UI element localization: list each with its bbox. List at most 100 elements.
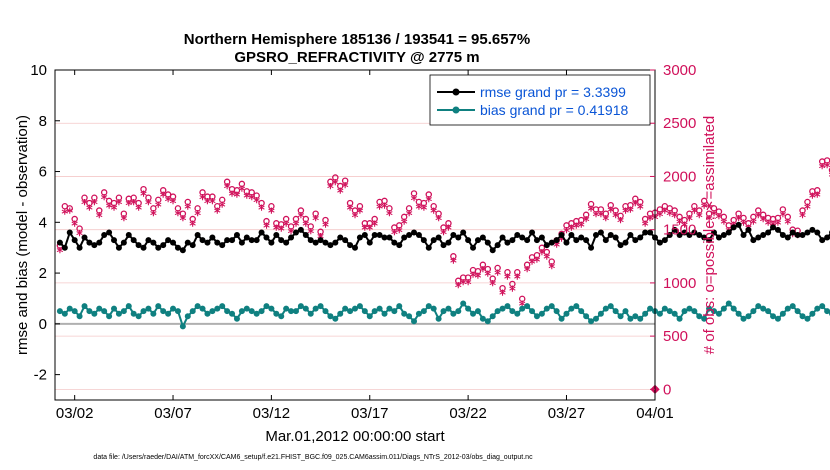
- bias-point: [71, 308, 78, 315]
- rmse-point: [214, 239, 221, 246]
- rmse-point: [140, 244, 147, 251]
- bias-point: [376, 305, 383, 312]
- rmse-point: [735, 221, 742, 228]
- x-tick-label: 03/07: [154, 405, 192, 422]
- rmse-point: [160, 242, 167, 249]
- rmse-point: [671, 226, 678, 233]
- assimilated-obs-point: *: [607, 206, 614, 221]
- rmse-point: [317, 237, 324, 244]
- legend-rmse-marker: [452, 88, 460, 96]
- possible-obs-point: [120, 210, 128, 217]
- assimilated-obs-point: *: [750, 217, 757, 232]
- assimilated-obs-point: *: [671, 211, 678, 226]
- possible-obs-point: [759, 211, 767, 219]
- rmse-point: [258, 229, 265, 236]
- assimilated-obs-point: *: [81, 198, 88, 213]
- assimilated-obs-point: *: [391, 228, 398, 243]
- rmse-point: [96, 239, 103, 246]
- possible-obs-point: [307, 223, 314, 230]
- assimilated-obs-point: *: [194, 209, 201, 224]
- bias-point: [789, 303, 796, 310]
- possible-obs-point: [681, 216, 688, 224]
- bias-point: [415, 310, 422, 317]
- assimilated-obs-point: *: [829, 170, 830, 185]
- bias-point: [420, 308, 427, 315]
- possible-obs-point: [755, 207, 762, 214]
- bias-point: [61, 310, 68, 317]
- rmse-point: [145, 237, 152, 244]
- assimilated-obs-point: *: [819, 162, 826, 177]
- bias-point: [120, 308, 127, 315]
- assimilated-obs-point: *: [248, 193, 255, 208]
- assimilated-obs-point: *: [352, 211, 359, 226]
- bias-point: [361, 308, 368, 315]
- rmse-point: [760, 232, 767, 238]
- bias-point: [307, 310, 314, 317]
- y-left-tick-label: 2: [39, 265, 47, 282]
- assimilated-obs-point: *: [597, 210, 604, 225]
- assimilated-obs-point: *: [283, 219, 290, 234]
- rmse-point: [632, 237, 639, 244]
- possible-obs-point: [76, 225, 83, 232]
- assimilated-obs-point: *: [809, 192, 816, 207]
- bias-point: [435, 315, 442, 322]
- rmse-point: [519, 234, 526, 241]
- bias-point: [312, 305, 319, 312]
- assimilated-obs-point: *: [676, 217, 683, 232]
- assimilated-obs-point: *: [86, 203, 93, 218]
- legend-rmse-label: rmse grand pr = 3.3399: [480, 84, 626, 100]
- assimilated-obs-point: *: [145, 198, 152, 213]
- possible-obs-point: [725, 222, 733, 229]
- possible-obs-point: [582, 211, 590, 219]
- rmse-point: [563, 239, 570, 246]
- assimilated-obs-point: *: [165, 195, 172, 210]
- legend-bias-label: bias grand pr = 0.41918: [480, 102, 628, 118]
- rmse-point: [189, 242, 196, 249]
- assimilated-obs-point: *: [789, 230, 796, 245]
- bias-point: [484, 318, 491, 325]
- assimilated-obs-point: *: [332, 178, 339, 193]
- assimilated-obs-point: *: [484, 269, 491, 284]
- assimilated-obs-point: *: [716, 212, 723, 227]
- bias-point: [366, 313, 373, 320]
- rmse-point: [558, 232, 565, 238]
- possible-obs-point: [641, 215, 649, 223]
- assimilated-obs-point: *: [101, 193, 108, 208]
- assimilated-obs-point: *: [711, 209, 718, 224]
- rmse-point: [514, 232, 521, 238]
- rmse-point: [440, 242, 447, 249]
- assimilated-obs-point: *: [263, 222, 270, 237]
- rmse-point: [617, 242, 624, 249]
- bias-point: [819, 303, 826, 310]
- bias-point: [809, 310, 816, 317]
- possible-obs-point: [440, 224, 447, 231]
- rmse-point: [548, 239, 555, 246]
- assimilated-obs-point: *: [479, 265, 486, 280]
- rmse-point: [86, 239, 93, 246]
- assimilated-obs-point: *: [337, 186, 344, 201]
- assimilated-obs-point: *: [509, 284, 516, 299]
- possible-obs-point: [381, 197, 388, 205]
- assimilated-obs-point: *: [583, 215, 590, 230]
- rmse-point: [701, 234, 708, 241]
- y-left-tick-label: 4: [39, 214, 47, 231]
- possible-obs-point: [450, 253, 457, 260]
- bias-point: [489, 313, 496, 320]
- bias-point: [327, 313, 334, 320]
- assimilated-obs-point: *: [120, 214, 127, 229]
- bias-point: [519, 305, 526, 312]
- assimilated-obs-point: *: [661, 207, 668, 222]
- bias-point: [755, 303, 762, 310]
- bias-point: [209, 308, 216, 315]
- bias-point: [189, 308, 196, 315]
- assimilated-obs-point: *: [445, 224, 452, 239]
- bias-point: [720, 305, 727, 312]
- assimilated-obs-point: *: [627, 206, 634, 221]
- rmse-point: [612, 234, 619, 241]
- possible-obs-point: [218, 196, 226, 204]
- rmse-point: [656, 239, 663, 246]
- bias-point: [706, 305, 713, 312]
- rmse-point: [583, 237, 590, 244]
- rmse-point: [130, 237, 137, 244]
- assimilated-obs-point: *: [666, 209, 673, 224]
